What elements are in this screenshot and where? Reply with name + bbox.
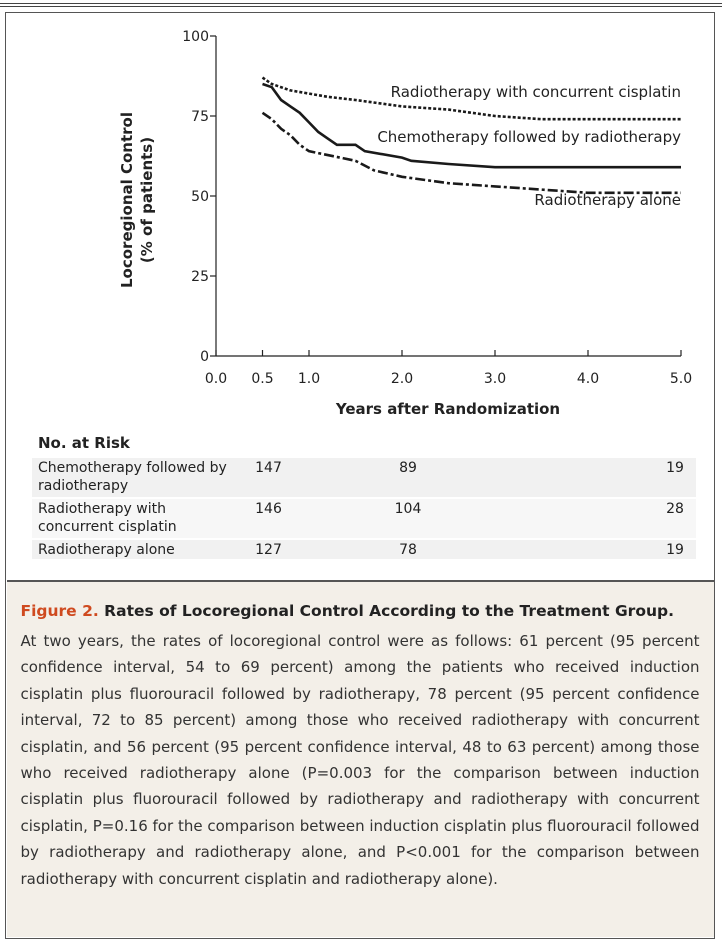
x-tick-label: 1.0 [298, 371, 320, 387]
top-rule [0, 6, 722, 7]
figure-frame [5, 12, 715, 939]
caption: Figure 2. Rates of Locoregional Control … [6, 580, 714, 937]
risk-row-label: Radiotherapy with concurrent cisplatin [38, 501, 177, 535]
figure-title: Rates of Locoregional Control According … [104, 602, 674, 620]
risk-row-label: Chemotherapy followed by radiotherapy [38, 460, 227, 494]
x-tick-label: 0.5 [251, 371, 273, 387]
x-tick-label: 3.0 [484, 371, 506, 387]
caption-title: Figure 2. Rates of Locoregional Control … [21, 602, 700, 620]
y-tick-label: 50 [191, 189, 209, 205]
risk-count: 104 [394, 501, 422, 517]
risk-count: 78 [399, 542, 417, 558]
x-axis-label: Years after Randomization [335, 400, 560, 418]
series-label: Radiotherapy alone [534, 191, 681, 209]
series-label: Radiotherapy with concurrent cisplatin [391, 83, 681, 101]
km-curve [261, 111, 681, 195]
chart: Locoregional Control (% of patients) Yea… [118, 29, 692, 418]
km-curve [261, 76, 681, 121]
risk-count: 127 [255, 542, 282, 558]
risk-count: 19 [666, 460, 684, 476]
x-tick-label: 4.0 [577, 371, 599, 387]
risk-row: Radiotherapy alone 127 78 19 [32, 540, 696, 559]
risk-row: Radiotherapy with concurrent cisplatin 14… [32, 499, 696, 538]
risk-count: 19 [666, 542, 684, 558]
risk-row: Chemotherapy followed by radiotherapy 147… [32, 458, 696, 497]
x-tick-label: 5.0 [670, 371, 692, 387]
risk-count: 147 [255, 460, 282, 476]
top-rule [0, 3, 722, 4]
caption-text: At two years, the rates of locoregional … [20, 632, 700, 888]
y-tick-label: 0 [200, 349, 209, 365]
risk-table-title: No. at Risk [38, 434, 130, 452]
risk-count: 146 [255, 501, 282, 517]
y-axis-label: (% of patients) [138, 137, 156, 263]
km-curve [262, 82, 681, 169]
risk-table: No. at Risk Chemotherapy followed by rad… [6, 428, 714, 576]
figure-label: Figure 2. [20, 602, 99, 620]
y-axis-label: Locoregional Control [118, 112, 136, 288]
y-tick-label: 75 [191, 109, 209, 125]
risk-row-label: Radiotherapy alone [38, 542, 175, 558]
y-tick-label: 25 [191, 269, 209, 285]
risk-count: 89 [399, 460, 417, 476]
x-tick-label: 2.0 [391, 371, 413, 387]
series-label: Chemotherapy followed by radiotherapy [377, 128, 681, 146]
y-tick-label: 100 [182, 29, 209, 45]
x-tick-label: 0.0 [205, 371, 227, 387]
risk-count: 28 [666, 501, 684, 517]
